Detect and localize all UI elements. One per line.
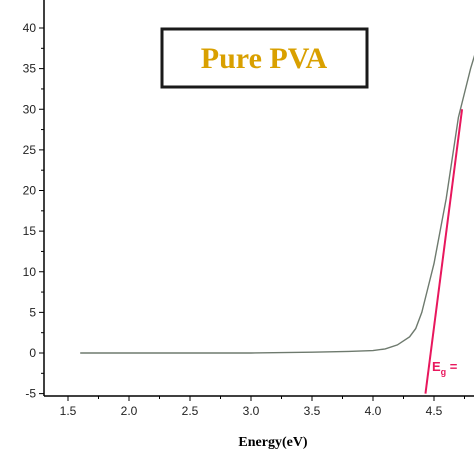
y-tick-label: 20 (23, 184, 37, 198)
series-line (80, 54, 474, 354)
x-tick-label: 4.0 (365, 404, 382, 418)
y-tick-label: 25 (23, 143, 37, 157)
x-tick-label: 3.0 (243, 404, 260, 418)
y-tick-label: 40 (23, 21, 37, 35)
x-tick-label: 2.0 (121, 404, 138, 418)
tauc-fit-line (424, 109, 464, 394)
x-ticks: 1.5 2.0 2.5 3.0 3.5 4.0 4.5 (60, 396, 465, 418)
series-group (80, 54, 474, 354)
y-tick-label: 10 (23, 265, 37, 279)
y-ticks: -5 0 5 10 15 20 25 30 35 40 (23, 21, 44, 401)
eg-annotation: Eg = (432, 359, 458, 377)
y-tick-label: 35 (23, 62, 37, 76)
y-tick-label: -5 (25, 387, 36, 401)
y-tick-label: 30 (23, 102, 37, 116)
eg-annotation-suffix: = (446, 359, 458, 374)
x-tick-label: 4.5 (426, 404, 443, 418)
x-axis-title: Energy(eV) (238, 435, 308, 450)
y-tick-label: 15 (23, 224, 37, 238)
x-tick-label: 1.5 (60, 404, 77, 418)
fit-group (424, 109, 464, 394)
title-frame (160, 27, 369, 89)
eg-annotation-sub: g (441, 367, 447, 377)
eg-annotation-main: E (432, 359, 441, 374)
y-tick-label: 5 (29, 305, 36, 319)
x-tick-label: 2.5 (182, 404, 199, 418)
title-box: Pure PVA (160, 27, 369, 89)
chart-title: Pure PVA (201, 42, 328, 75)
x-tick-label: 3.5 (304, 404, 321, 418)
axes (43, 0, 474, 397)
y-tick-label: 0 (29, 346, 36, 360)
